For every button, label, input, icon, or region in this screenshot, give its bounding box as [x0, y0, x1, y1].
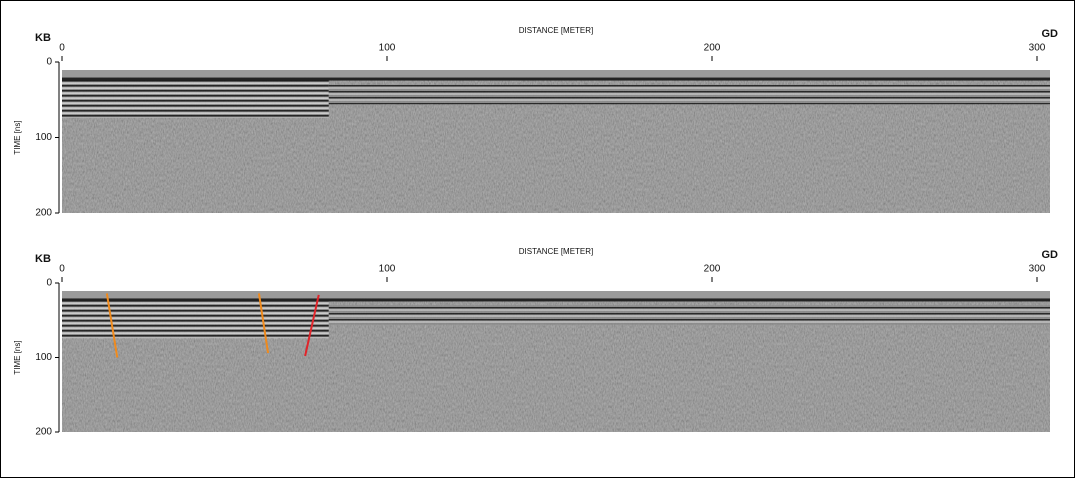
- interpreted-line: [257, 293, 270, 354]
- x-tick-label: 300: [1029, 264, 1046, 275]
- interpreted-line: [105, 293, 119, 358]
- far-reflections: [328, 305, 1050, 325]
- air-band: [62, 70, 1050, 78]
- far-reflections: [328, 84, 1050, 105]
- x-tick-label: 0: [59, 264, 65, 275]
- y-tick-label: 100: [35, 132, 52, 143]
- y-axis-label: TIME [ns]: [13, 120, 22, 154]
- near-reflections: [62, 300, 329, 339]
- y-tick-label: 200: [35, 427, 52, 438]
- y-tick-label: 0: [46, 57, 52, 68]
- interpreted-line: [304, 294, 320, 357]
- radargram-panel: 0 100 200 300 0 100 200 KB GD DISTANCE [METER] TIM…: [13, 26, 1058, 219]
- y-tick-label: 100: [35, 352, 52, 363]
- right-label: GD: [1042, 28, 1059, 40]
- radargram-panel: 0 100 200 300 0 100 200 KB GD DISTANCE [METER] TIM…: [13, 247, 1058, 438]
- x-tick-label: 100: [379, 264, 396, 275]
- x-axis-label: DISTANCE [METER]: [519, 247, 594, 256]
- x-tick-label: 100: [379, 43, 396, 54]
- right-label: GD: [1042, 249, 1059, 261]
- x-tick-label: 300: [1029, 43, 1046, 54]
- x-axis-label: DISTANCE [METER]: [519, 26, 594, 35]
- x-tick-label: 0: [59, 43, 65, 54]
- y-tick-label: 0: [46, 278, 52, 289]
- x-tick-label: 200: [704, 43, 721, 54]
- air-band: [62, 291, 1050, 299]
- left-label: KB: [35, 32, 51, 44]
- x-tick-label: 200: [704, 264, 721, 275]
- y-tick-label: 200: [35, 208, 52, 219]
- left-label: KB: [35, 253, 51, 265]
- y-axis-label: TIME [ns]: [13, 340, 22, 374]
- surface-line: [62, 298, 1050, 302]
- surface-line: [62, 77, 1050, 81]
- near-reflections: [62, 80, 329, 118]
